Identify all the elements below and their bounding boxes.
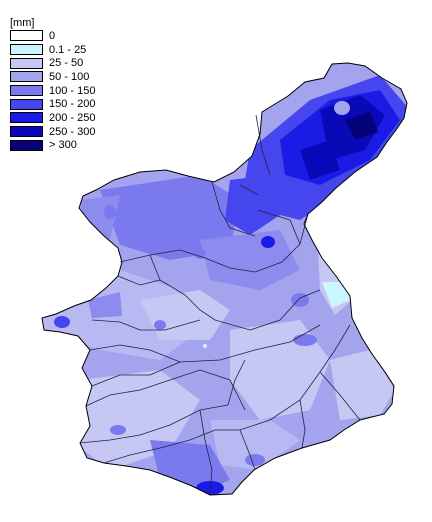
legend-label: 250 - 300: [49, 125, 96, 138]
legend-swatch: [10, 112, 43, 124]
legend-label: 100 - 150: [49, 84, 96, 97]
legend-swatch: [10, 57, 43, 69]
legend-swatch: [10, 98, 43, 110]
legend-label: 25 - 50: [49, 57, 84, 70]
legend-swatch: [10, 139, 43, 151]
legend-unit: [mm]: [10, 17, 35, 29]
legend-label: 200 - 250: [49, 111, 96, 124]
legend-row: 0.1 - 25: [10, 43, 95, 57]
legend-label: 0: [49, 29, 56, 42]
legend-label: 0.1 - 25: [49, 43, 87, 56]
legend-rows: 0 0.1 - 25 25 - 50 50 - 100 100 - 150 150 - 2…: [10, 29, 95, 152]
legend-row: 200 - 250: [10, 111, 95, 125]
legend-swatch: [10, 71, 43, 83]
legend-row: 50 - 100: [10, 70, 95, 84]
legend-row: 250 - 300: [10, 125, 95, 139]
legend-label: 150 - 200: [49, 98, 96, 111]
legend-row: 25 - 50: [10, 56, 95, 70]
legend-row: 0: [10, 29, 95, 43]
legend-label: 50 - 100: [49, 70, 90, 83]
legend-row: 150 - 200: [10, 97, 95, 111]
legend-label: > 300: [49, 139, 77, 152]
legend: [mm] 0 0.1 - 25 25 - 50 50 - 100 100 - 150 15…: [10, 17, 95, 152]
legend-row: > 300: [10, 139, 95, 153]
legend-row: 100 - 150: [10, 84, 95, 98]
internal-boundaries: [79, 114, 361, 495]
legend-swatch: [10, 85, 43, 97]
legend-swatch: [10, 126, 43, 138]
legend-swatch: [10, 44, 43, 56]
legend-swatch: [10, 30, 43, 42]
